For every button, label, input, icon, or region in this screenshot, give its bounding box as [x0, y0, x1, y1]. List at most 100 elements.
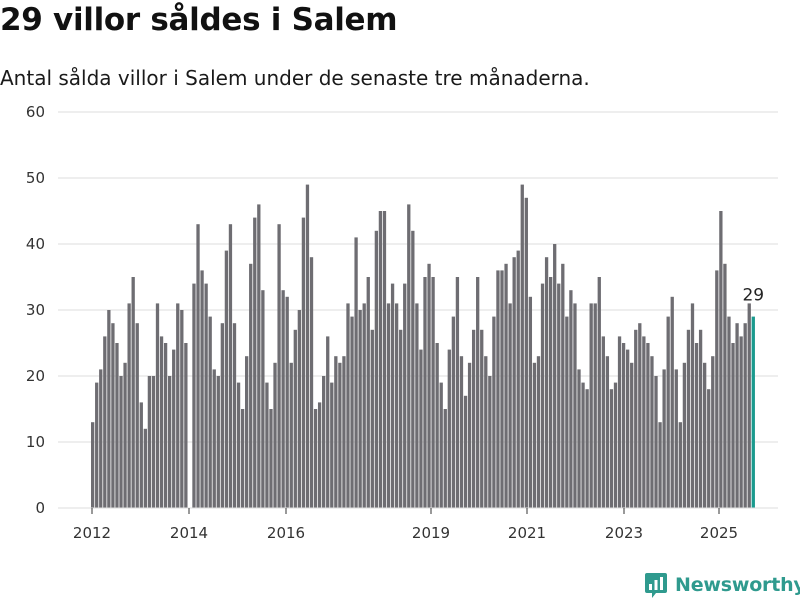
y-axis: 0 10 20 30 40 50 60	[26, 103, 45, 517]
bar	[249, 263, 253, 508]
brand-name: Newsworthy	[675, 574, 800, 596]
bar	[317, 402, 322, 508]
bar	[273, 362, 277, 508]
bar	[690, 303, 695, 508]
bar	[342, 356, 346, 508]
bar	[119, 376, 123, 508]
bar	[630, 362, 634, 508]
bar	[719, 211, 723, 508]
bar	[480, 329, 484, 508]
bar	[346, 303, 350, 508]
bar	[163, 343, 168, 508]
bar	[419, 349, 423, 508]
bar	[216, 376, 220, 508]
bar	[338, 362, 342, 508]
y-tick-label: 30	[26, 301, 45, 319]
y-tick-label: 60	[26, 103, 45, 121]
bar	[358, 310, 362, 508]
bar	[540, 283, 545, 508]
bar	[224, 250, 229, 508]
newsworthy-logo-icon	[645, 573, 667, 598]
bar	[91, 422, 95, 508]
brand: Newsworthy	[644, 570, 800, 600]
bar	[168, 376, 172, 508]
bar	[139, 402, 143, 508]
bar	[463, 395, 468, 508]
bar	[553, 244, 557, 508]
bar	[427, 263, 431, 508]
bar	[698, 329, 703, 508]
bar	[512, 257, 516, 508]
bar	[111, 323, 115, 508]
bar	[313, 409, 318, 508]
x-axis: 2012 2014 2016 2019 2021 2023 2025	[73, 508, 738, 542]
x-tick-label: 2016	[267, 524, 305, 542]
bar	[386, 303, 391, 508]
bar	[407, 204, 411, 508]
bar	[277, 224, 281, 508]
bar	[516, 250, 520, 508]
bar	[711, 356, 715, 508]
y-tick-label: 10	[26, 433, 45, 451]
bar	[569, 290, 573, 508]
x-tick-label: 2025	[700, 524, 738, 542]
bar	[638, 323, 642, 508]
bar	[601, 336, 605, 508]
bar	[488, 376, 492, 508]
bar	[577, 369, 581, 508]
bar	[548, 277, 553, 508]
bar	[617, 336, 622, 508]
bar	[293, 329, 297, 508]
bar	[435, 343, 439, 508]
bar	[370, 329, 374, 508]
chart-title: 29 villor såldes i Salem	[0, 2, 398, 38]
bar	[739, 336, 743, 508]
chart-subtitle: Antal sålda villor i Salem under de sena…	[0, 66, 590, 90]
bar	[180, 310, 184, 508]
bar	[297, 310, 301, 508]
bar	[147, 376, 152, 508]
bar	[654, 376, 658, 508]
bar	[155, 303, 160, 508]
bar	[455, 277, 460, 508]
bar	[731, 343, 735, 508]
bar	[585, 389, 589, 508]
bar	[544, 257, 549, 508]
bar	[390, 283, 395, 508]
bar	[536, 356, 541, 508]
bar	[532, 362, 537, 508]
bar	[330, 382, 334, 508]
bar	[520, 184, 524, 508]
bar	[378, 211, 383, 508]
bar	[236, 382, 241, 508]
bar	[666, 316, 670, 508]
bar	[411, 230, 415, 509]
bar	[354, 237, 358, 508]
bar	[135, 323, 139, 508]
bar	[573, 303, 577, 508]
bar	[350, 316, 354, 508]
bar	[261, 290, 265, 508]
bar	[399, 329, 403, 508]
bar-latest	[751, 316, 755, 508]
bar	[107, 310, 111, 508]
bar	[196, 224, 200, 508]
x-tick-label: 2014	[170, 524, 208, 542]
bar	[200, 270, 204, 508]
bar	[212, 369, 216, 508]
bar	[674, 369, 678, 508]
bar	[589, 303, 593, 508]
bar	[103, 336, 107, 508]
bar	[374, 230, 379, 509]
last-value-label: 29	[742, 286, 764, 306]
bar	[528, 296, 533, 508]
bar	[508, 303, 512, 508]
bar	[650, 356, 654, 508]
bar	[253, 217, 257, 508]
bar	[269, 409, 273, 508]
bar	[423, 277, 427, 508]
bar	[281, 290, 285, 508]
bar	[727, 316, 731, 508]
bar	[245, 356, 249, 508]
